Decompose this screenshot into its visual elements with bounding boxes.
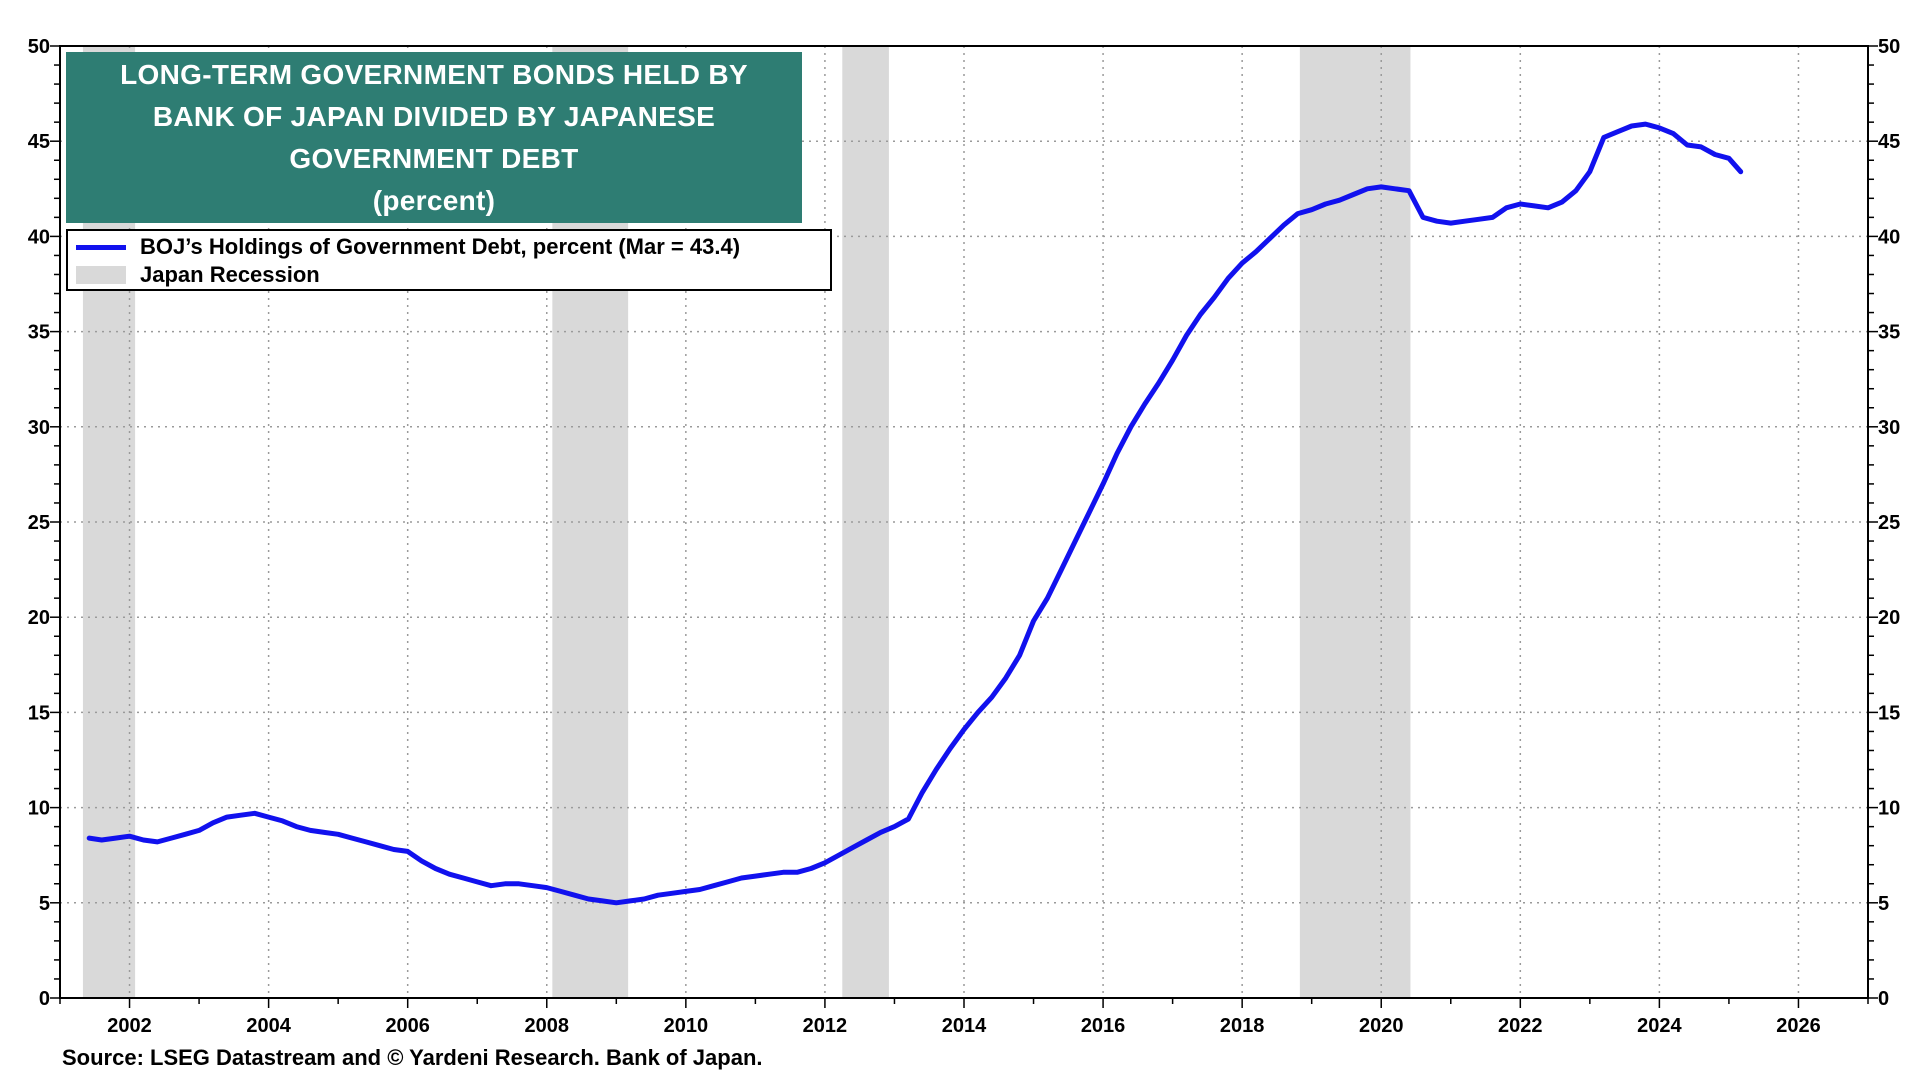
y-tick-label-right: 40 — [1878, 226, 1900, 248]
x-tick-label: 2026 — [1776, 1015, 1821, 1037]
title-line-1: LONG-TERM GOVERNMENT BONDS HELD BY — [120, 58, 748, 90]
x-tick-label: 2020 — [1359, 1015, 1404, 1037]
y-tick-label-right: 15 — [1878, 702, 1900, 724]
y-tick-label-right: 25 — [1878, 512, 1900, 534]
x-tick-label: 2002 — [107, 1015, 152, 1037]
y-tick-label-right: 10 — [1878, 798, 1900, 820]
y-tick-label-right: 35 — [1878, 322, 1900, 344]
x-tick-label: 2024 — [1637, 1015, 1682, 1037]
title-line-4: (percent) — [372, 184, 496, 216]
x-tick-label: 2008 — [525, 1015, 570, 1037]
x-tick-label: 2022 — [1498, 1015, 1543, 1037]
source-note: Source: LSEG Datastream and © Yardeni Re… — [62, 1045, 763, 1070]
y-tick-label-left: 0 — [39, 988, 50, 1010]
y-tick-label-right: 0 — [1878, 988, 1889, 1010]
y-tick-label-left: 45 — [28, 131, 50, 153]
x-tick-label: 2016 — [1081, 1015, 1126, 1037]
chart-title: LONG-TERM GOVERNMENT BONDS HELD BY BANK … — [66, 52, 802, 223]
legend-item-recession: Japan Recession — [76, 261, 320, 289]
y-tick-label-left: 25 — [28, 512, 50, 534]
legend-swatch-line — [76, 244, 126, 250]
legend-label-recession: Japan Recession — [140, 262, 320, 287]
y-tick-label-left: 15 — [28, 702, 50, 724]
legend: BOJ’s Holdings of Government Debt, perce… — [66, 229, 832, 291]
y-tick-label-left: 40 — [28, 226, 50, 248]
axis-ticks — [50, 45, 1878, 1008]
x-tick-label: 2006 — [385, 1015, 430, 1037]
title-line-2: BANK OF JAPAN DIVIDED BY JAPANESE — [152, 100, 716, 132]
x-tick-label: 2012 — [803, 1015, 848, 1037]
y-tick-label-left: 20 — [28, 607, 50, 629]
y-tick-label-left: 50 — [28, 36, 50, 58]
x-tick-label: 2004 — [246, 1015, 291, 1037]
y-tick-label-left: 5 — [39, 893, 50, 915]
y-tick-label-right: 30 — [1878, 417, 1900, 439]
x-tick-label: 2014 — [942, 1015, 987, 1037]
series-line-boj-holdings — [86, 121, 1744, 906]
y-tick-label-right: 45 — [1878, 131, 1900, 153]
legend-item-series: BOJ’s Holdings of Government Debt, perce… — [76, 233, 740, 261]
x-tick-label: 2018 — [1220, 1015, 1265, 1037]
y-tick-label-right: 5 — [1878, 893, 1889, 915]
y-tick-label-right: 50 — [1878, 36, 1900, 58]
y-tick-label-left: 35 — [28, 322, 50, 344]
y-tick-label-left: 10 — [28, 798, 50, 820]
legend-label-series: BOJ’s Holdings of Government Debt, perce… — [140, 234, 741, 259]
x-tick-label: 2010 — [664, 1015, 709, 1037]
gridlines — [60, 46, 1868, 998]
y-tick-label-right: 20 — [1878, 607, 1900, 629]
title-line-3: GOVERNMENT DEBT — [289, 142, 579, 174]
y-tick-label-left: 30 — [28, 417, 50, 439]
legend-swatch-recession — [76, 266, 126, 284]
